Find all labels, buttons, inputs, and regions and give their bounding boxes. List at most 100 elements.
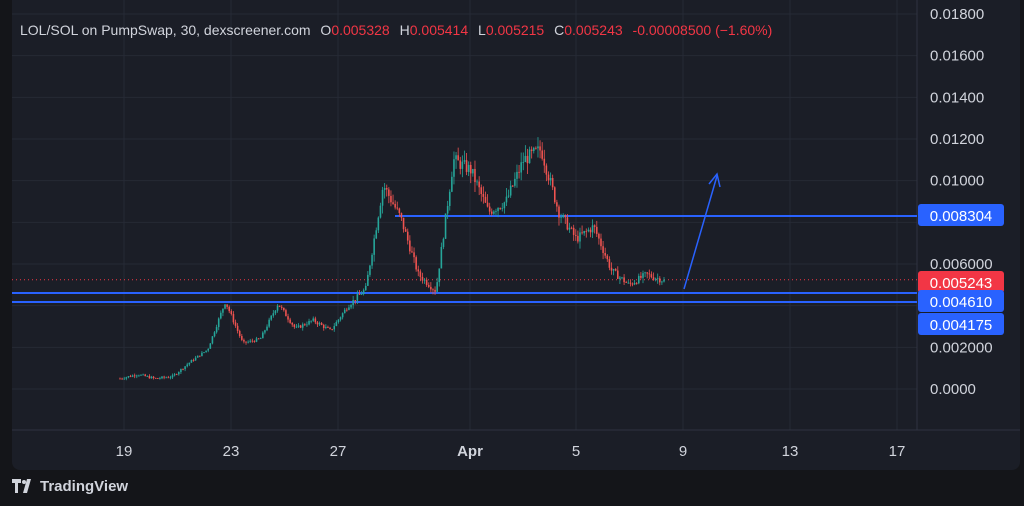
candle-body	[455, 155, 457, 160]
candle-body	[325, 326, 327, 328]
candle-body	[121, 378, 123, 380]
candle-body	[251, 340, 254, 342]
candle-body	[633, 283, 636, 285]
candle-body	[161, 376, 163, 379]
candle-body	[493, 211, 495, 214]
trend-arrow[interactable]	[683, 172, 721, 290]
candle-body	[608, 259, 611, 268]
candle-body	[656, 278, 659, 280]
candle-body	[184, 366, 186, 370]
candle-body	[619, 277, 621, 279]
price-axis[interactable]: 0.01800 0.01600 0.01400 0.01200 0.01000 0.006…	[930, 6, 993, 398]
candle-body	[486, 202, 489, 207]
candle-body	[537, 146, 539, 149]
candle-body	[148, 376, 151, 379]
candle-body	[478, 181, 480, 188]
candle-body	[379, 205, 382, 218]
candle-body	[581, 232, 583, 234]
tradingview-branding[interactable]: TradingView	[12, 476, 128, 496]
candle-body	[409, 240, 411, 252]
open-key: O	[320, 22, 332, 38]
ohlc-legend: LOL/SOL on PumpSwap, 30, dexscreener.com…	[20, 22, 772, 38]
candle-body	[341, 313, 344, 318]
candle-body	[427, 284, 430, 287]
candle-body	[652, 277, 655, 280]
candle-body	[663, 279, 665, 282]
candle-body	[589, 229, 592, 233]
candle-body	[526, 155, 529, 164]
candle-body	[327, 326, 329, 328]
price-label-badge	[918, 204, 1004, 226]
candle-body	[157, 378, 159, 379]
candle-body	[358, 294, 361, 295]
candle-body	[274, 310, 277, 314]
candle-body	[606, 255, 609, 260]
candle-body	[388, 189, 390, 196]
candle-body	[224, 304, 226, 309]
horizontal-lines[interactable]	[12, 215, 917, 304]
candle-body	[304, 324, 306, 326]
candle-body	[572, 227, 575, 235]
candle-body	[631, 283, 634, 285]
candle-body	[249, 340, 252, 342]
candle-body	[616, 270, 619, 279]
candle-body	[436, 282, 438, 292]
candle-body	[276, 305, 279, 311]
candle-body	[591, 225, 594, 233]
candle-body	[434, 289, 436, 292]
candle-body	[163, 376, 165, 378]
candle-body	[530, 149, 533, 152]
candle-body	[549, 177, 552, 181]
candle-body	[152, 376, 155, 378]
candle-body	[419, 271, 422, 277]
candle-body	[301, 324, 304, 328]
candle-body	[283, 307, 285, 311]
candle-body	[570, 227, 573, 229]
candle-body	[598, 233, 600, 239]
candle-body	[337, 319, 340, 323]
candle-body	[476, 181, 478, 183]
candle-body	[312, 318, 315, 321]
candle-body	[390, 195, 392, 203]
candle-body	[253, 341, 256, 342]
candle-body	[385, 188, 388, 190]
candle-body	[375, 230, 378, 239]
candle-body	[514, 178, 516, 186]
candle-body	[505, 196, 508, 203]
candle-body	[421, 276, 424, 281]
candle-body	[600, 238, 602, 247]
candle-body	[331, 328, 333, 330]
candle-body	[247, 341, 249, 343]
candle-body	[268, 319, 270, 327]
candle-body	[127, 376, 130, 378]
candle-body	[255, 338, 258, 342]
candle-body	[220, 312, 222, 319]
candle-body	[205, 350, 207, 353]
candle-body	[432, 289, 434, 291]
price-chart[interactable]: 0.01800 0.01600 0.01400 0.01200 0.01000 0.006…	[12, 0, 1020, 470]
chart-panel[interactable]: 0.01800 0.01600 0.01400 0.01200 0.01000 0.006…	[12, 0, 1020, 470]
candle-body	[320, 323, 323, 325]
candle-body	[138, 375, 140, 377]
candle-body	[272, 313, 275, 316]
price-label-text: 0.008304	[930, 208, 993, 225]
price-label-badge	[918, 271, 1004, 293]
candle-body	[362, 290, 365, 295]
candle-body	[264, 330, 266, 333]
time-axis[interactable]: 19 23 27 Apr 5 9 13 17	[116, 443, 906, 460]
candle-body	[316, 322, 319, 325]
change-value: -0.00008500 (−1.60%)	[632, 22, 773, 38]
price-label-badge	[918, 313, 1004, 335]
candle-body	[404, 229, 407, 232]
candle-body	[490, 211, 493, 214]
candle-body	[406, 231, 409, 241]
candle-body	[516, 171, 518, 179]
candle-body	[278, 305, 281, 307]
candle-body	[579, 232, 581, 242]
candle-body	[480, 187, 483, 194]
candle-body	[635, 283, 638, 284]
candle-body	[180, 369, 182, 373]
candle-body	[150, 376, 153, 379]
candle-body	[522, 162, 525, 163]
candle-body	[637, 275, 640, 284]
